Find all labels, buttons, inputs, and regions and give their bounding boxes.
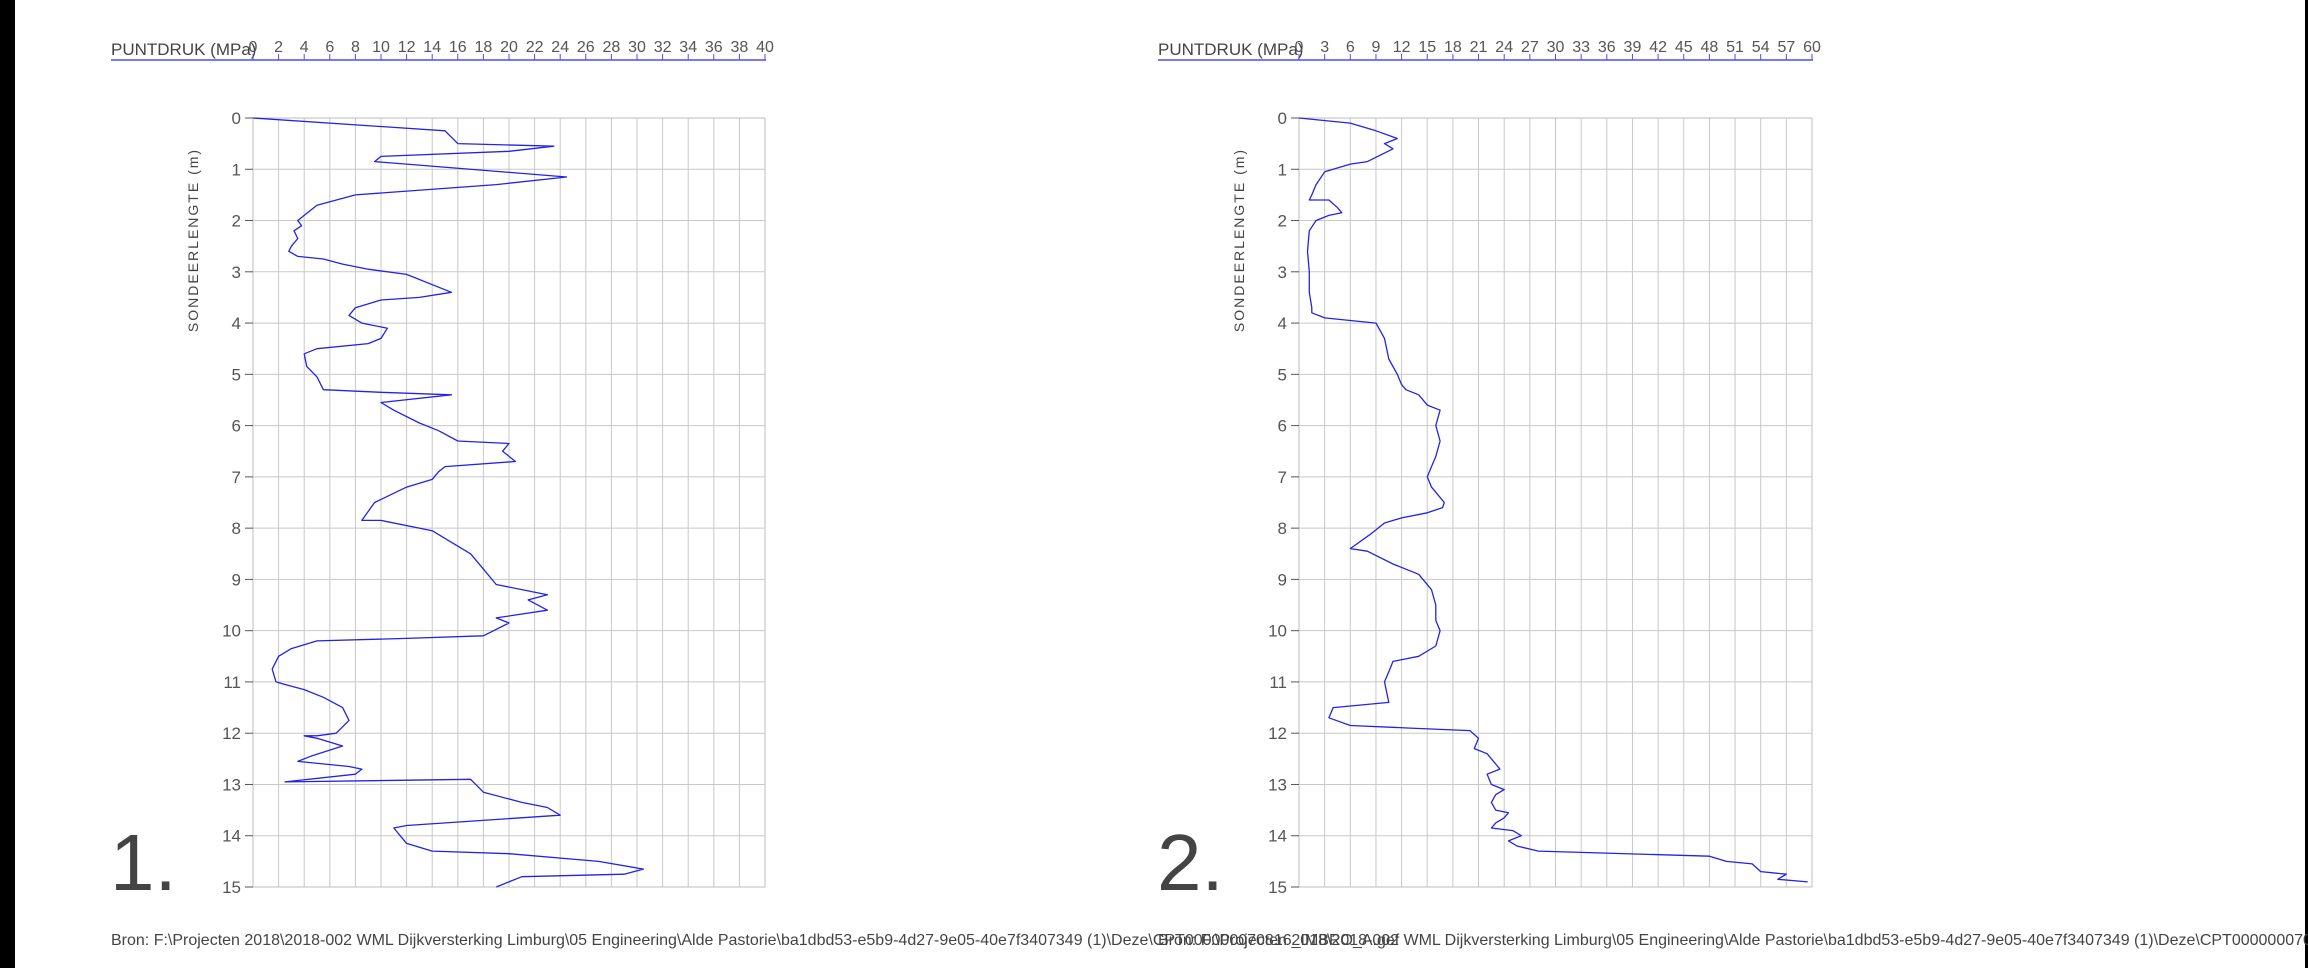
x-tick-label: 30 xyxy=(628,39,646,56)
y-tick-label: 2 xyxy=(232,212,241,231)
x-tick-label: 12 xyxy=(398,39,416,56)
x-tick-label: 40 xyxy=(756,39,774,56)
cpt-panel-1: PUNTDRUK (MPa) SONDEERLENGTE (m) 1. Bron… xyxy=(110,39,1400,949)
y-axis-label: SONDEERLENGTE (m) xyxy=(1231,148,1247,332)
x-tick-label: 22 xyxy=(526,39,544,56)
x-tick-label: 38 xyxy=(731,39,749,56)
x-tick-label: 0 xyxy=(249,39,258,56)
y-tick-label: 8 xyxy=(232,519,241,538)
y-tick-label: 10 xyxy=(1268,622,1287,641)
x-tick-label: 34 xyxy=(679,39,697,56)
y-tick-label: 9 xyxy=(1278,570,1287,589)
cpt-panel-2: PUNTDRUK (MPa) SONDEERLENGTE (m) 2. Bron… xyxy=(1157,39,2308,949)
y-tick-label: 15 xyxy=(1268,878,1287,897)
y-tick-label: 9 xyxy=(232,570,241,589)
y-tick-label: 15 xyxy=(222,878,241,897)
x-tick-label: 45 xyxy=(1675,39,1693,56)
x-tick-label: 30 xyxy=(1547,39,1565,56)
y-tick-label: 6 xyxy=(1278,417,1287,436)
x-tick-label: 12 xyxy=(1393,39,1411,56)
y-tick-label: 1 xyxy=(232,160,241,179)
x-tick-label: 36 xyxy=(705,39,723,56)
x-tick-label: 60 xyxy=(1803,39,1821,56)
y-tick-label: 0 xyxy=(232,109,241,128)
y-tick-label: 12 xyxy=(1268,724,1287,743)
x-tick-label: 28 xyxy=(603,39,621,56)
y-tick-label: 14 xyxy=(222,827,241,846)
x-tick-label: 32 xyxy=(654,39,672,56)
y-tick-label: 13 xyxy=(222,775,241,794)
x-tick-label: 16 xyxy=(449,39,467,56)
y-tick-label: 5 xyxy=(1278,365,1287,384)
x-tick-label: 51 xyxy=(1726,39,1744,56)
x-tick-label: 24 xyxy=(1495,39,1513,56)
x-tick-label: 48 xyxy=(1701,39,1719,56)
x-tick-label: 8 xyxy=(351,39,360,56)
y-tick-label: 6 xyxy=(232,417,241,436)
x-tick-label: 54 xyxy=(1752,39,1770,56)
cone-resistance-curve xyxy=(1298,117,1808,883)
source-path: Bron: F:\Projecten 2018\2018-002 WML Dij… xyxy=(111,932,1400,949)
x-tick-label: 26 xyxy=(577,39,595,56)
y-tick-label: 13 xyxy=(1268,775,1287,794)
x-tick-label: 4 xyxy=(300,39,309,56)
y-tick-label: 1 xyxy=(1278,160,1287,179)
y-tick-label: 12 xyxy=(222,724,241,743)
x-tick-label: 9 xyxy=(1371,39,1380,56)
x-tick-label: 18 xyxy=(475,39,493,56)
x-tick-label: 36 xyxy=(1598,39,1616,56)
source-path: Bron: F:\Projecten 2018\2018-002 WML Dij… xyxy=(1158,932,2308,949)
x-tick-label: 24 xyxy=(551,39,569,56)
x-tick-label: 39 xyxy=(1624,39,1642,56)
x-tick-label: 6 xyxy=(1346,39,1355,56)
plot-area: 0 2 4 6 8 10 12 14 16 18 20 22 24 26 28 30 32 34 36 38 40012… xyxy=(111,39,774,897)
x-tick-label: 3 xyxy=(1320,39,1329,56)
y-tick-label: 11 xyxy=(223,673,241,692)
y-tick-label: 3 xyxy=(1278,263,1287,282)
x-tick-label: 2 xyxy=(274,39,283,56)
y-tick-label: 0 xyxy=(1278,109,1287,128)
y-axis-label: SONDEERLENGTE (m) xyxy=(185,148,201,332)
x-tick-label: 27 xyxy=(1521,39,1539,56)
panel-number: 2. xyxy=(1157,818,1224,907)
y-tick-label: 11 xyxy=(1269,673,1287,692)
y-tick-label: 5 xyxy=(232,365,241,384)
cone-resistance-curve xyxy=(252,117,645,888)
x-tick-label: 57 xyxy=(1777,39,1795,56)
y-tick-label: 4 xyxy=(1278,314,1287,333)
y-tick-label: 10 xyxy=(222,622,241,641)
x-tick-label: 42 xyxy=(1649,39,1667,56)
x-tick-label: 18 xyxy=(1444,39,1462,56)
x-tick-label: 33 xyxy=(1572,39,1590,56)
left-border xyxy=(0,0,15,968)
y-tick-label: 14 xyxy=(1268,827,1287,846)
x-tick-label: 0 xyxy=(1295,39,1304,56)
x-tick-label: 21 xyxy=(1470,39,1488,56)
y-tick-label: 4 xyxy=(232,314,241,333)
y-tick-label: 7 xyxy=(1278,468,1287,487)
right-border xyxy=(2305,0,2308,968)
x-tick-label: 20 xyxy=(500,39,518,56)
y-tick-label: 3 xyxy=(232,263,241,282)
x-tick-label: 15 xyxy=(1418,39,1436,56)
y-tick-label: 7 xyxy=(232,468,241,487)
y-tick-label: 2 xyxy=(1278,212,1287,231)
top-axis-label: PUNTDRUK (MPa) xyxy=(111,40,256,59)
plot-area: 0 3 6 9 12 15 18 21 24 27 30 33 36 39 42 45 48 51 54 57 6001… xyxy=(1158,39,1821,897)
x-tick-label: 10 xyxy=(372,39,390,56)
panel-number: 1. xyxy=(110,818,177,907)
x-tick-label: 6 xyxy=(325,39,334,56)
x-tick-label: 14 xyxy=(423,39,441,56)
top-axis-label: PUNTDRUK (MPa) xyxy=(1158,40,1303,59)
y-tick-label: 8 xyxy=(1278,519,1287,538)
